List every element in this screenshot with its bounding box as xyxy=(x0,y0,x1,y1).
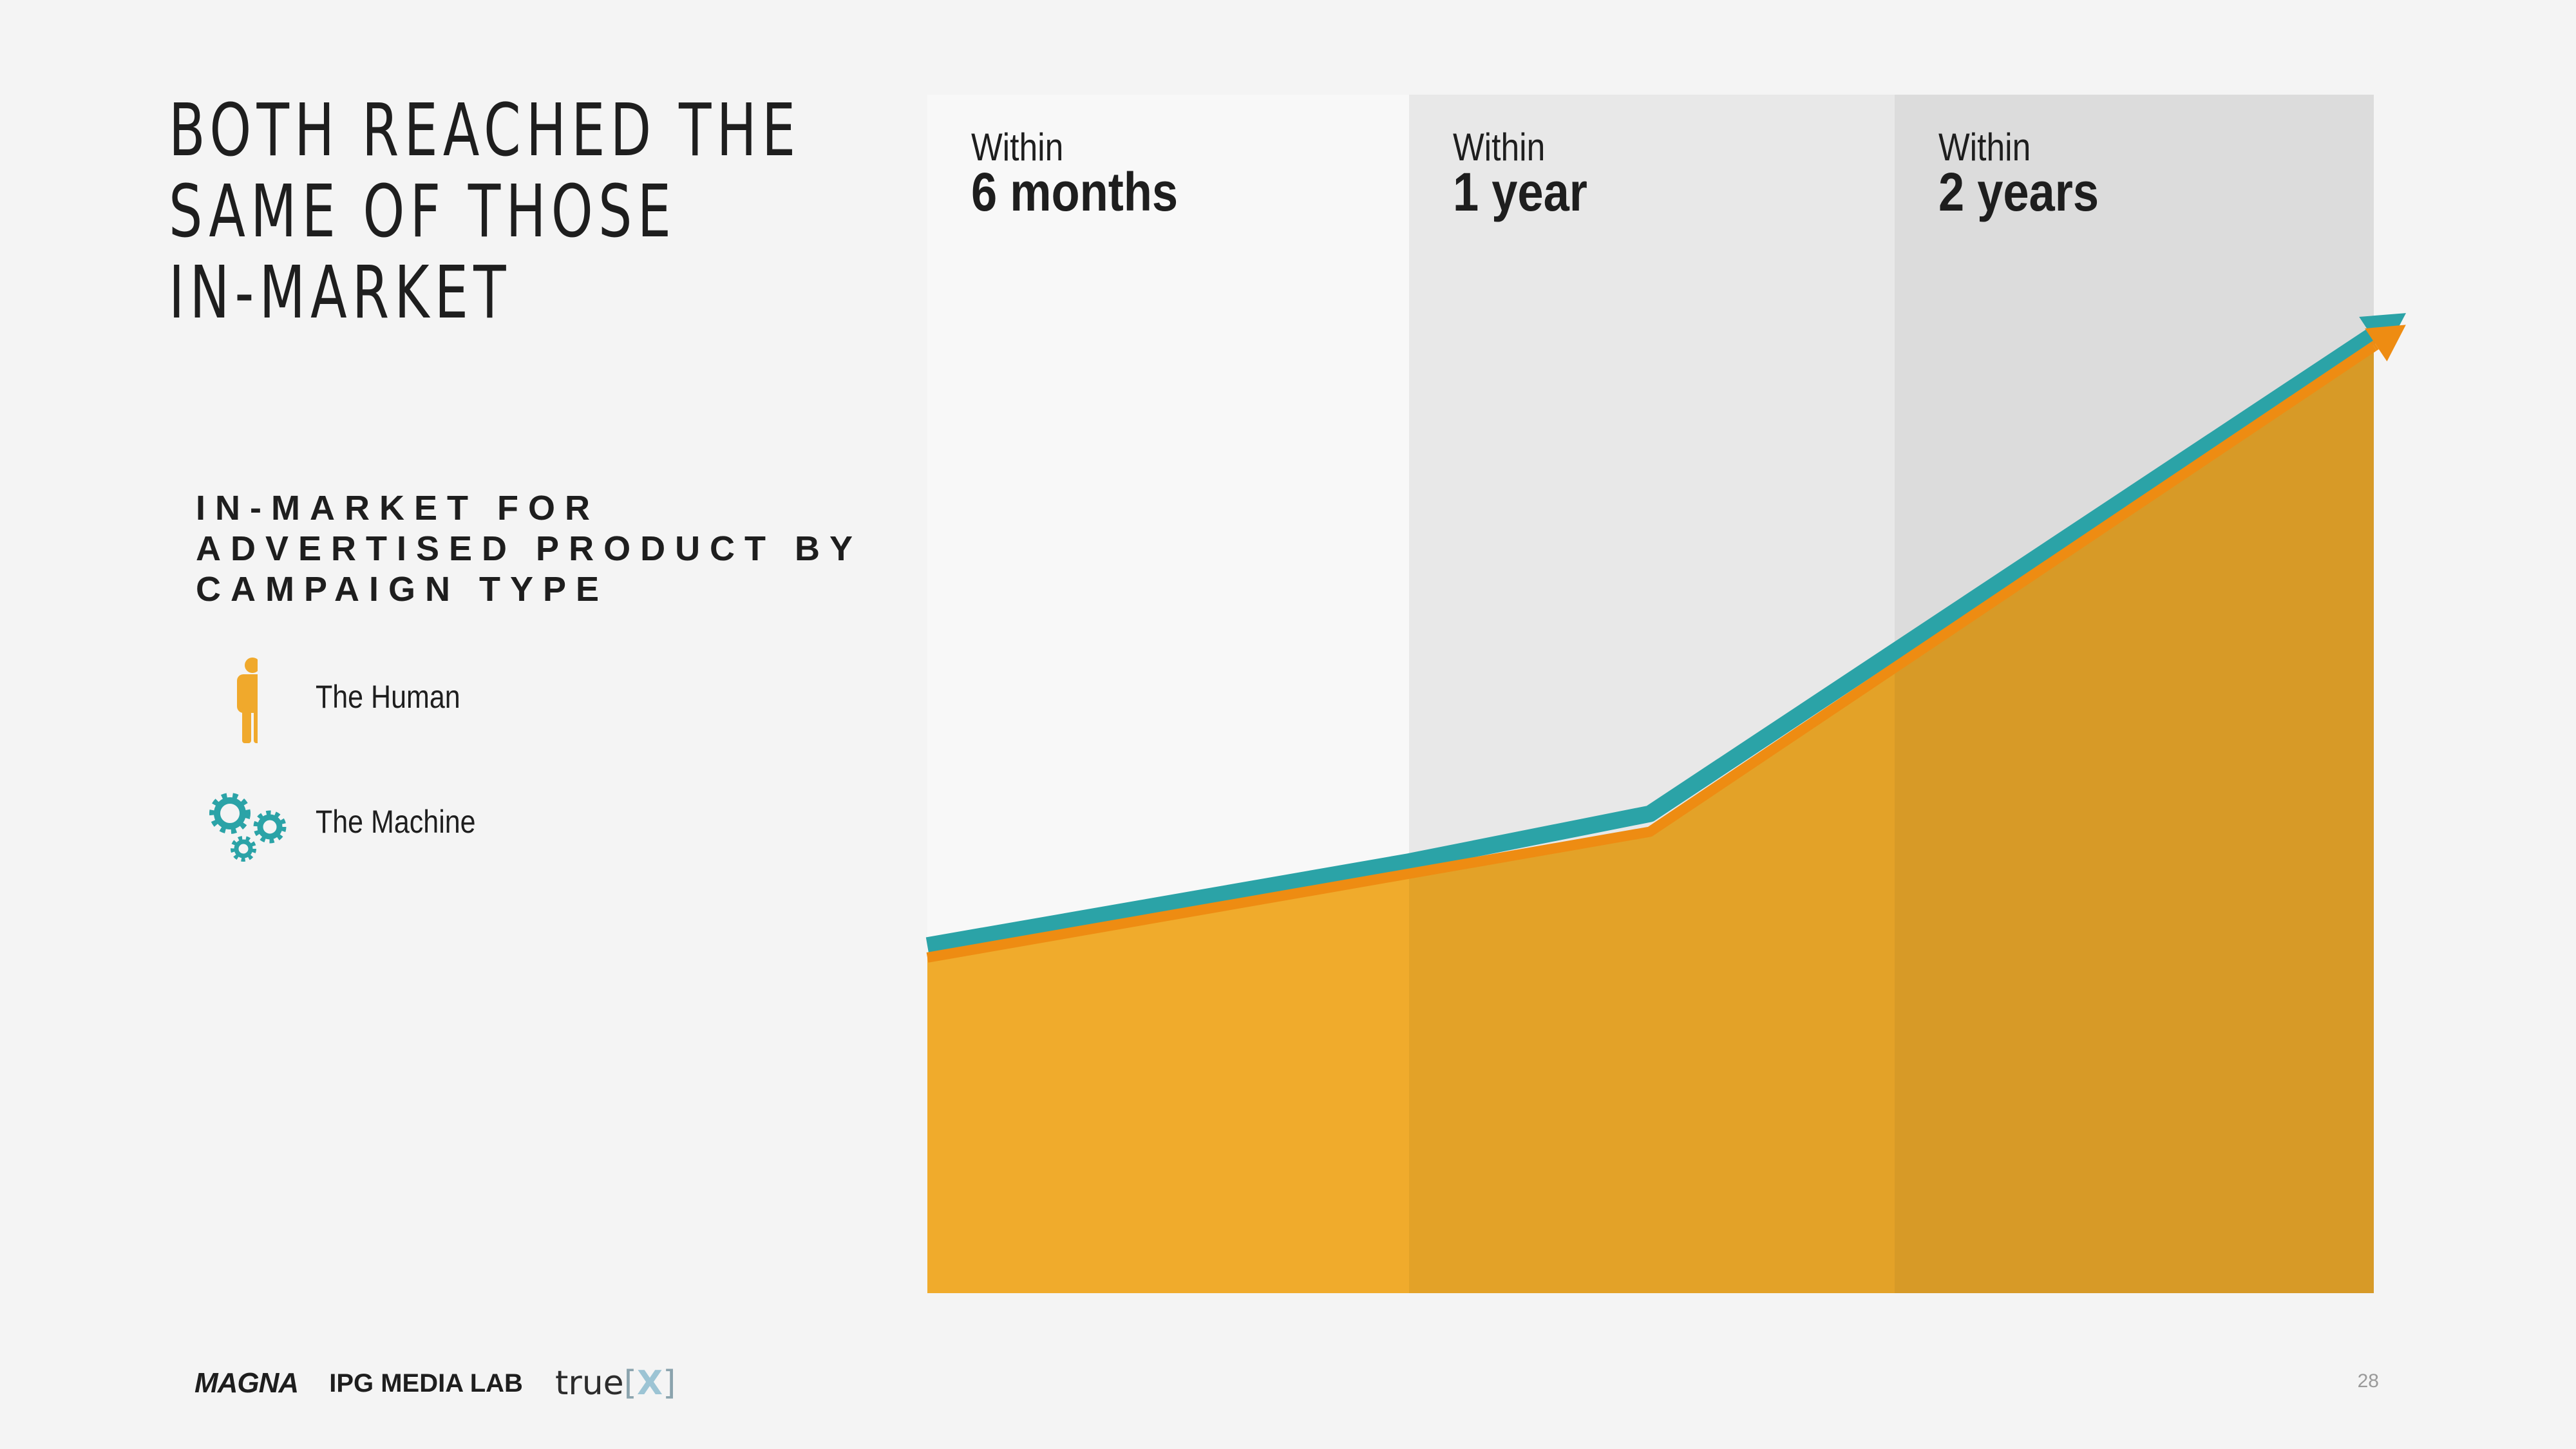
page-number: 28 xyxy=(2357,1370,2379,1392)
machine-series-line xyxy=(925,327,2379,954)
title-line-1: BOTH REACHED THE xyxy=(169,89,801,173)
truex-word: true xyxy=(554,1364,624,1403)
ipg-media-lab-logo: IPG MEDIA LAB xyxy=(329,1368,523,1397)
truex-x: X xyxy=(636,1364,663,1403)
period-prefix-1: Within xyxy=(971,125,1063,169)
title-line-2: SAME OF THOSE xyxy=(169,170,677,254)
truex-logo: true[X] xyxy=(555,1364,676,1403)
human-arrowhead xyxy=(2365,325,2406,362)
page-title: BOTH REACHED THE SAME OF THOSE IN-MARKET xyxy=(169,90,800,334)
period-label-3: 2 years xyxy=(1938,162,2099,222)
magna-logo: MAGNA xyxy=(194,1367,299,1399)
chart-subtitle: IN-MARKET FOR ADVERTISED PRODUCT BY CAMP… xyxy=(196,488,862,610)
subtitle-line-1: IN-MARKET FOR xyxy=(196,489,600,527)
period-prefix-3: Within xyxy=(1938,125,2031,169)
period-label-2: 1 year xyxy=(1453,162,1587,222)
human-series-line xyxy=(926,342,2377,963)
title-line-3: IN-MARKET xyxy=(169,251,511,335)
footer-logos: MAGNA IPG MEDIA LAB true[X] xyxy=(194,1358,676,1409)
human-arrowhead-shaft xyxy=(2371,340,2379,351)
subtitle-line-2: ADVERTISED PRODUCT BY xyxy=(196,529,863,568)
period-prefix-2: Within xyxy=(1453,125,1545,169)
legend-label-machine: The Machine xyxy=(316,804,476,840)
subtitle-line-3: CAMPAIGN TYPE xyxy=(196,570,609,609)
truex-bracket-open: [ xyxy=(623,1364,637,1403)
legend-label-human: The Human xyxy=(316,679,460,715)
truex-bracket-close: ] xyxy=(663,1364,676,1403)
gears-icon xyxy=(209,793,287,862)
person-icon xyxy=(237,658,258,743)
period-label-1: 6 months xyxy=(971,162,1178,222)
